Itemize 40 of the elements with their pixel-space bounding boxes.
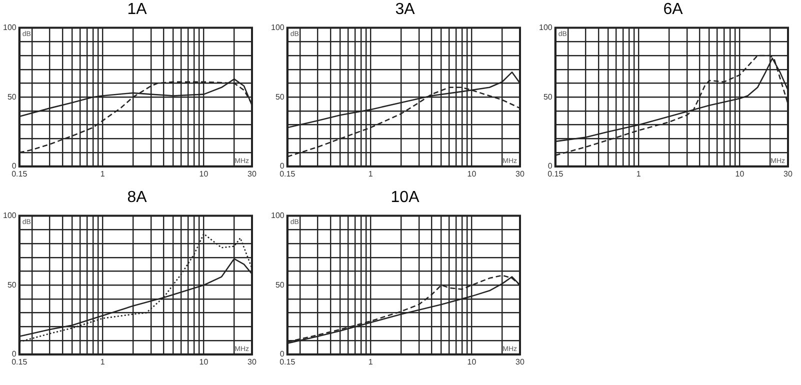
x-tick-label: 10: [735, 169, 745, 178]
y-tick-label: 100: [538, 23, 553, 32]
y-tick-label: 0: [280, 350, 285, 359]
chart-title: 8A: [126, 188, 148, 208]
y-tick-label: 100: [270, 23, 285, 32]
x-tick-label: 1: [636, 169, 642, 178]
y-tick-label: 100: [270, 211, 285, 220]
x-tick-label: 30: [784, 169, 793, 178]
x-tick-label: 0.15: [12, 357, 28, 366]
x-tick-label: 0.15: [548, 169, 564, 178]
y-tick-label: 100: [2, 211, 17, 220]
chart-title: 10A: [390, 188, 420, 208]
chart-title: 1A: [126, 0, 148, 20]
y-tick-label: 50: [543, 92, 553, 102]
x-tick-label: 10: [199, 357, 209, 366]
x-tick-label: 30: [516, 357, 525, 366]
y-tick-label: 50: [7, 92, 17, 102]
y-tick-label: 50: [7, 280, 17, 290]
y-tick-label: 0: [548, 162, 553, 171]
y-tick-label: 0: [12, 350, 17, 359]
x-tick-label: 10: [199, 169, 209, 178]
x-tick-label: 0.15: [280, 357, 296, 366]
y-tick-label: 100: [2, 23, 17, 32]
chart-title: 3A: [394, 0, 416, 20]
x-tick-label: 0.15: [280, 169, 296, 178]
x-tick-label: 30: [248, 169, 257, 178]
x-tick-label: 1: [100, 169, 106, 178]
x-tick-label: 1: [368, 357, 374, 366]
chart-title: 6A: [662, 0, 684, 20]
y-tick-label: 0: [12, 162, 17, 171]
x-tick-label: 1: [368, 169, 374, 178]
x-tick-label: 10: [467, 169, 477, 178]
x-tick-label: 30: [516, 169, 525, 178]
x-tick-label: 0.15: [12, 169, 28, 178]
y-tick-label: 50: [275, 280, 285, 290]
x-tick-label: 30: [248, 357, 257, 366]
y-tick-label: 0: [280, 162, 285, 171]
x-tick-label: 10: [467, 357, 477, 366]
x-tick-label: 1: [100, 357, 106, 366]
y-tick-label: 50: [275, 92, 285, 102]
